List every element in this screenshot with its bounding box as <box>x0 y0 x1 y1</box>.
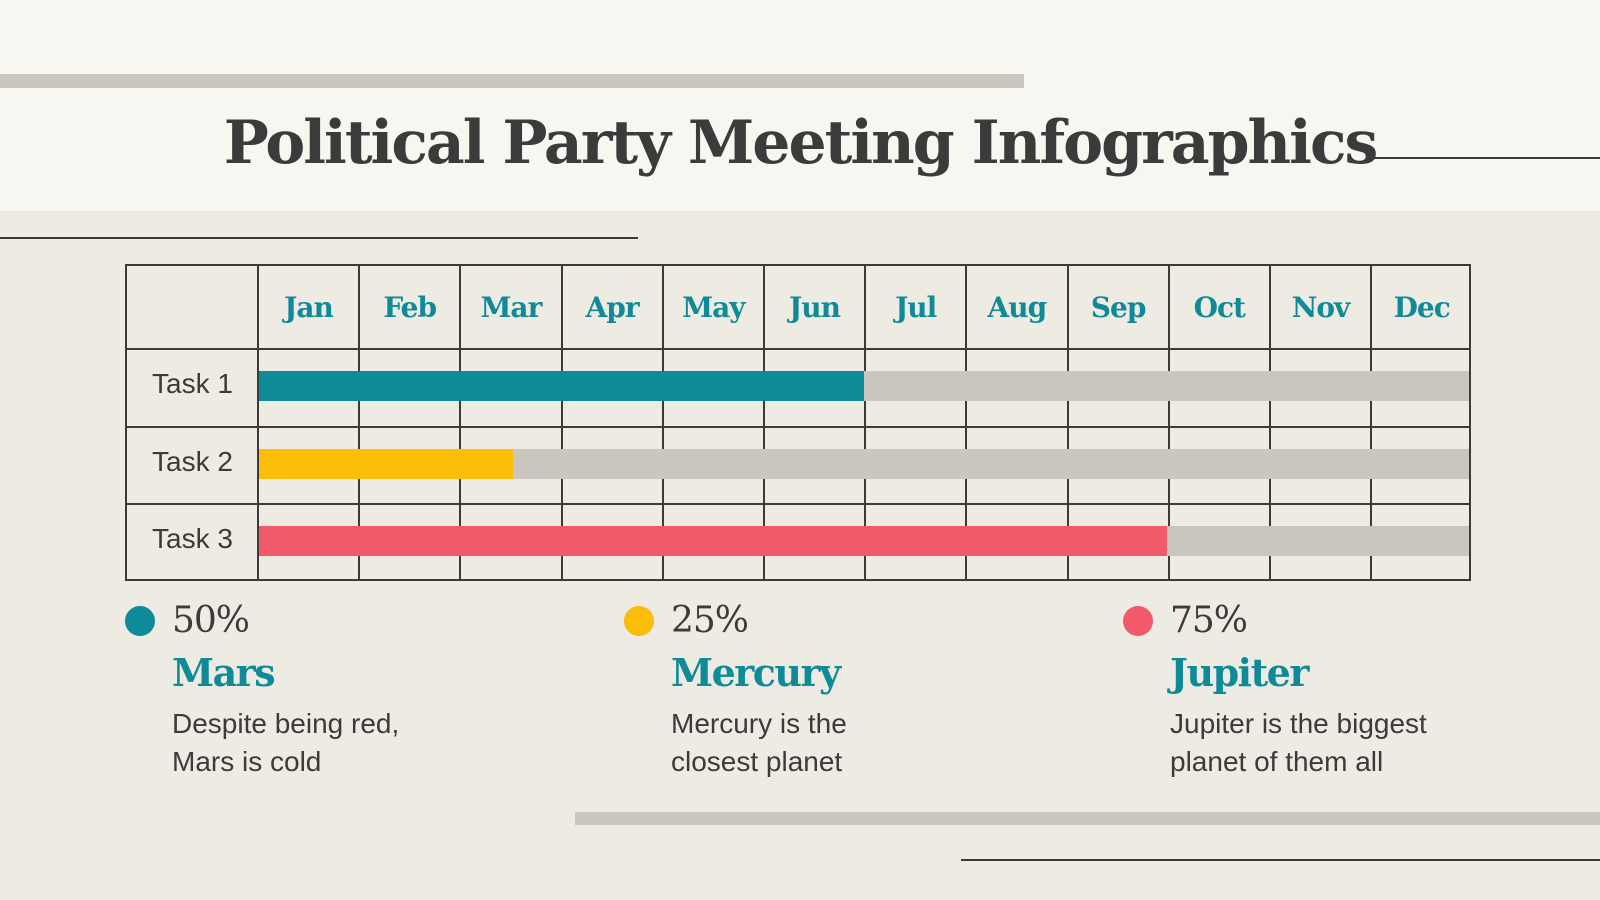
grid-line <box>1370 266 1373 579</box>
description-line: Mercury is the <box>671 708 847 739</box>
description-line: Jupiter is the biggest <box>1170 708 1427 739</box>
legend-percent: 75% <box>1170 600 1248 641</box>
legend-description: Despite being red, Mars is cold <box>172 705 399 781</box>
task-track <box>259 526 1469 556</box>
grid-line <box>358 266 361 579</box>
legend-name: Mars <box>172 650 276 695</box>
month-header-mar: Mar <box>480 291 542 324</box>
grid-line <box>257 266 259 579</box>
month-header-sep: Sep <box>1090 291 1147 324</box>
grid-line <box>560 266 563 579</box>
month-header-jun: Jun <box>789 291 841 324</box>
grid-line <box>1066 266 1069 579</box>
grid-line <box>127 348 1469 350</box>
legend-description: Mercury is the closest planet <box>671 705 847 781</box>
decorative-line-bottom <box>961 859 1600 861</box>
description-line: Mars is cold <box>172 746 322 777</box>
grid-line <box>661 266 664 579</box>
decorative-line-right <box>1370 157 1600 159</box>
month-header-feb: Feb <box>383 291 437 324</box>
month-header-apr: Apr <box>585 291 640 324</box>
gantt-table: Jan Feb Mar Apr May Jun Jul Aug Sep Oct Nov Dec Task… <box>125 264 1471 581</box>
month-header-oct: Oct <box>1193 291 1246 324</box>
task-track <box>259 371 1469 401</box>
task-progress-bar <box>259 371 864 401</box>
legend-percent: 50% <box>172 600 250 641</box>
month-header-may: May <box>682 291 745 324</box>
grid-line <box>127 503 1469 505</box>
month-header-jan: Jan <box>284 291 334 324</box>
task-label: Task 1 <box>152 368 233 399</box>
legend-description: Jupiter is the biggest planet of them all <box>1170 705 1427 781</box>
description-line: Despite being red, <box>172 708 400 739</box>
dot-icon <box>1123 606 1153 636</box>
legend-name: Mercury <box>671 650 841 695</box>
task-progress-bar <box>259 526 1167 556</box>
dot-icon <box>125 606 155 636</box>
page-title: Political Party Meeting Infographics <box>223 108 1379 178</box>
header-band <box>0 0 1600 211</box>
task-progress-bar <box>259 448 514 479</box>
decorative-bar-top <box>0 74 1024 88</box>
dot-icon <box>624 606 654 636</box>
description-line: planet of them all <box>1170 746 1384 777</box>
task-label: Task 2 <box>152 445 233 477</box>
grid-line <box>127 425 1469 428</box>
grid-line <box>1167 266 1170 579</box>
month-header-nov: Nov <box>1291 291 1351 324</box>
legend-percent: 25% <box>671 600 749 641</box>
legend-name: Jupiter <box>1170 650 1309 695</box>
month-header-aug: Aug <box>987 291 1048 324</box>
grid-line <box>864 266 867 579</box>
grid-line <box>965 266 968 579</box>
task-label: Task 3 <box>152 523 233 554</box>
description-line: closest planet <box>671 746 843 777</box>
decorative-bar-bottom <box>575 812 1600 825</box>
month-header-dec: Dec <box>1393 291 1451 324</box>
grid-line <box>459 266 462 579</box>
month-header-jul: Jul <box>895 291 937 324</box>
task-track <box>259 448 1469 479</box>
grid-line <box>1269 266 1271 579</box>
grid-line <box>763 266 765 579</box>
decorative-line-left <box>0 237 638 239</box>
